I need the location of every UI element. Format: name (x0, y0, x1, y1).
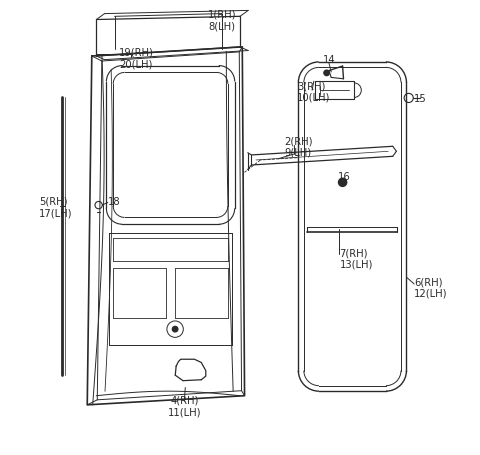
Text: 5(RH)
17(LH): 5(RH) 17(LH) (39, 196, 73, 218)
Text: 2(RH)
9(LH): 2(RH) 9(LH) (285, 136, 313, 157)
Text: 6(RH)
12(LH): 6(RH) 12(LH) (414, 277, 448, 298)
Text: 3(RH)
10(LH): 3(RH) 10(LH) (297, 81, 330, 103)
Text: 18: 18 (108, 196, 120, 206)
Text: 4(RH)
11(LH): 4(RH) 11(LH) (168, 395, 201, 417)
Text: 14: 14 (323, 55, 335, 65)
Text: 7(RH)
13(LH): 7(RH) 13(LH) (339, 248, 373, 269)
Text: 15: 15 (414, 94, 427, 104)
Circle shape (338, 179, 347, 187)
Text: 1(RH)
8(LH): 1(RH) 8(LH) (207, 10, 236, 31)
Text: 19(RH)
20(LH): 19(RH) 20(LH) (119, 47, 154, 69)
Text: 16: 16 (337, 172, 350, 182)
Circle shape (324, 71, 329, 76)
Circle shape (172, 327, 178, 332)
